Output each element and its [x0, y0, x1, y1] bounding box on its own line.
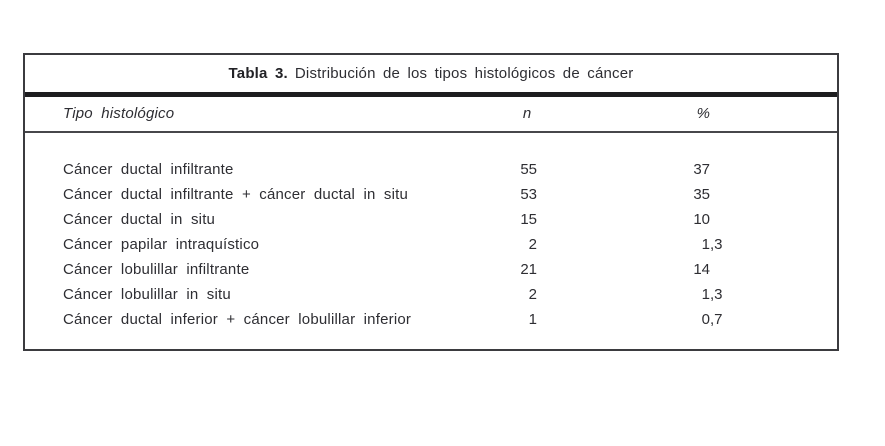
table-row: Cáncer papilar intraquístico 2 1,3 [25, 232, 837, 257]
cell-pct-dec [710, 157, 724, 182]
table-row: Cáncer ductal infiltrante 55 37 [25, 157, 837, 182]
cell-tipo-histologico: Cáncer ductal infiltrante [63, 161, 234, 178]
cell-n: 2 [528, 286, 537, 303]
cell-tipo-histologico: Cáncer ductal inferior + cáncer lobulill… [63, 311, 412, 328]
cell-n: 21 [520, 261, 537, 278]
cell-pct-dec [710, 182, 724, 207]
cell-pct-dec [710, 207, 724, 232]
cell-pct-int: 35 [693, 186, 710, 203]
table-row: Cáncer lobulillar infiltrante 21 14 [25, 257, 837, 282]
column-header-tipo-histologico: Tipo histológico [63, 105, 175, 122]
cell-pct-dec [710, 257, 724, 282]
cell-pct: 1,3 [640, 232, 724, 257]
cell-pct-int: 1 [701, 286, 710, 303]
table-header: Tipo histológico n % [25, 97, 837, 131]
cell-pct-int: 0 [701, 311, 710, 328]
cell-n: 2 [528, 236, 537, 253]
cell-pct-int: 1 [701, 236, 710, 253]
column-header-pct: % [696, 105, 710, 122]
cell-tipo-histologico: Cáncer ductal in situ [63, 211, 216, 228]
table-row: Cáncer ductal inferior + cáncer lobulill… [25, 307, 837, 332]
header-divider-rule [25, 131, 837, 133]
cell-pct: 35 [640, 182, 724, 207]
cell-n: 1 [528, 311, 537, 328]
cell-pct: 14 [640, 257, 724, 282]
cell-n: 15 [520, 211, 537, 228]
title-divider-rule [25, 92, 837, 97]
cell-pct-int: 14 [693, 261, 710, 278]
cell-pct-dec: ,3 [710, 286, 723, 303]
cell-tipo-histologico: Cáncer lobulillar in situ [63, 286, 231, 303]
table-row: Cáncer ductal infiltrante + cáncer ducta… [25, 182, 837, 207]
cell-n: 53 [520, 186, 537, 203]
cell-pct-dec: ,3 [710, 236, 723, 253]
table-title: Tabla 3. Distribución de los tipos histo… [25, 55, 837, 92]
column-header-n: n [522, 105, 532, 122]
cell-tipo-histologico: Cáncer papilar intraquístico [63, 236, 260, 253]
table-3-container: Tabla 3. Distribución de los tipos histo… [23, 53, 839, 351]
table-title-number: Tabla 3. [228, 65, 288, 82]
cell-pct-int: 10 [693, 211, 710, 228]
cell-n: 55 [520, 161, 537, 178]
cell-pct: 37 [640, 157, 724, 182]
cell-tipo-histologico: Cáncer lobulillar infiltrante [63, 261, 250, 278]
cell-pct-int: 37 [693, 161, 710, 178]
table-title-text: Distribución de los tipos histológicos d… [294, 65, 634, 82]
cell-pct-dec: ,7 [710, 311, 723, 328]
table-body: Cáncer ductal infiltrante 55 37 Cáncer d… [25, 133, 837, 332]
cell-pct: 0,7 [640, 307, 724, 332]
cell-tipo-histologico: Cáncer ductal infiltrante + cáncer ducta… [63, 186, 409, 203]
cell-pct: 1,3 [640, 282, 724, 307]
table-row: Cáncer lobulillar in situ 2 1,3 [25, 282, 837, 307]
table-row: Cáncer ductal in situ 15 10 [25, 207, 837, 232]
cell-pct: 10 [640, 207, 724, 232]
